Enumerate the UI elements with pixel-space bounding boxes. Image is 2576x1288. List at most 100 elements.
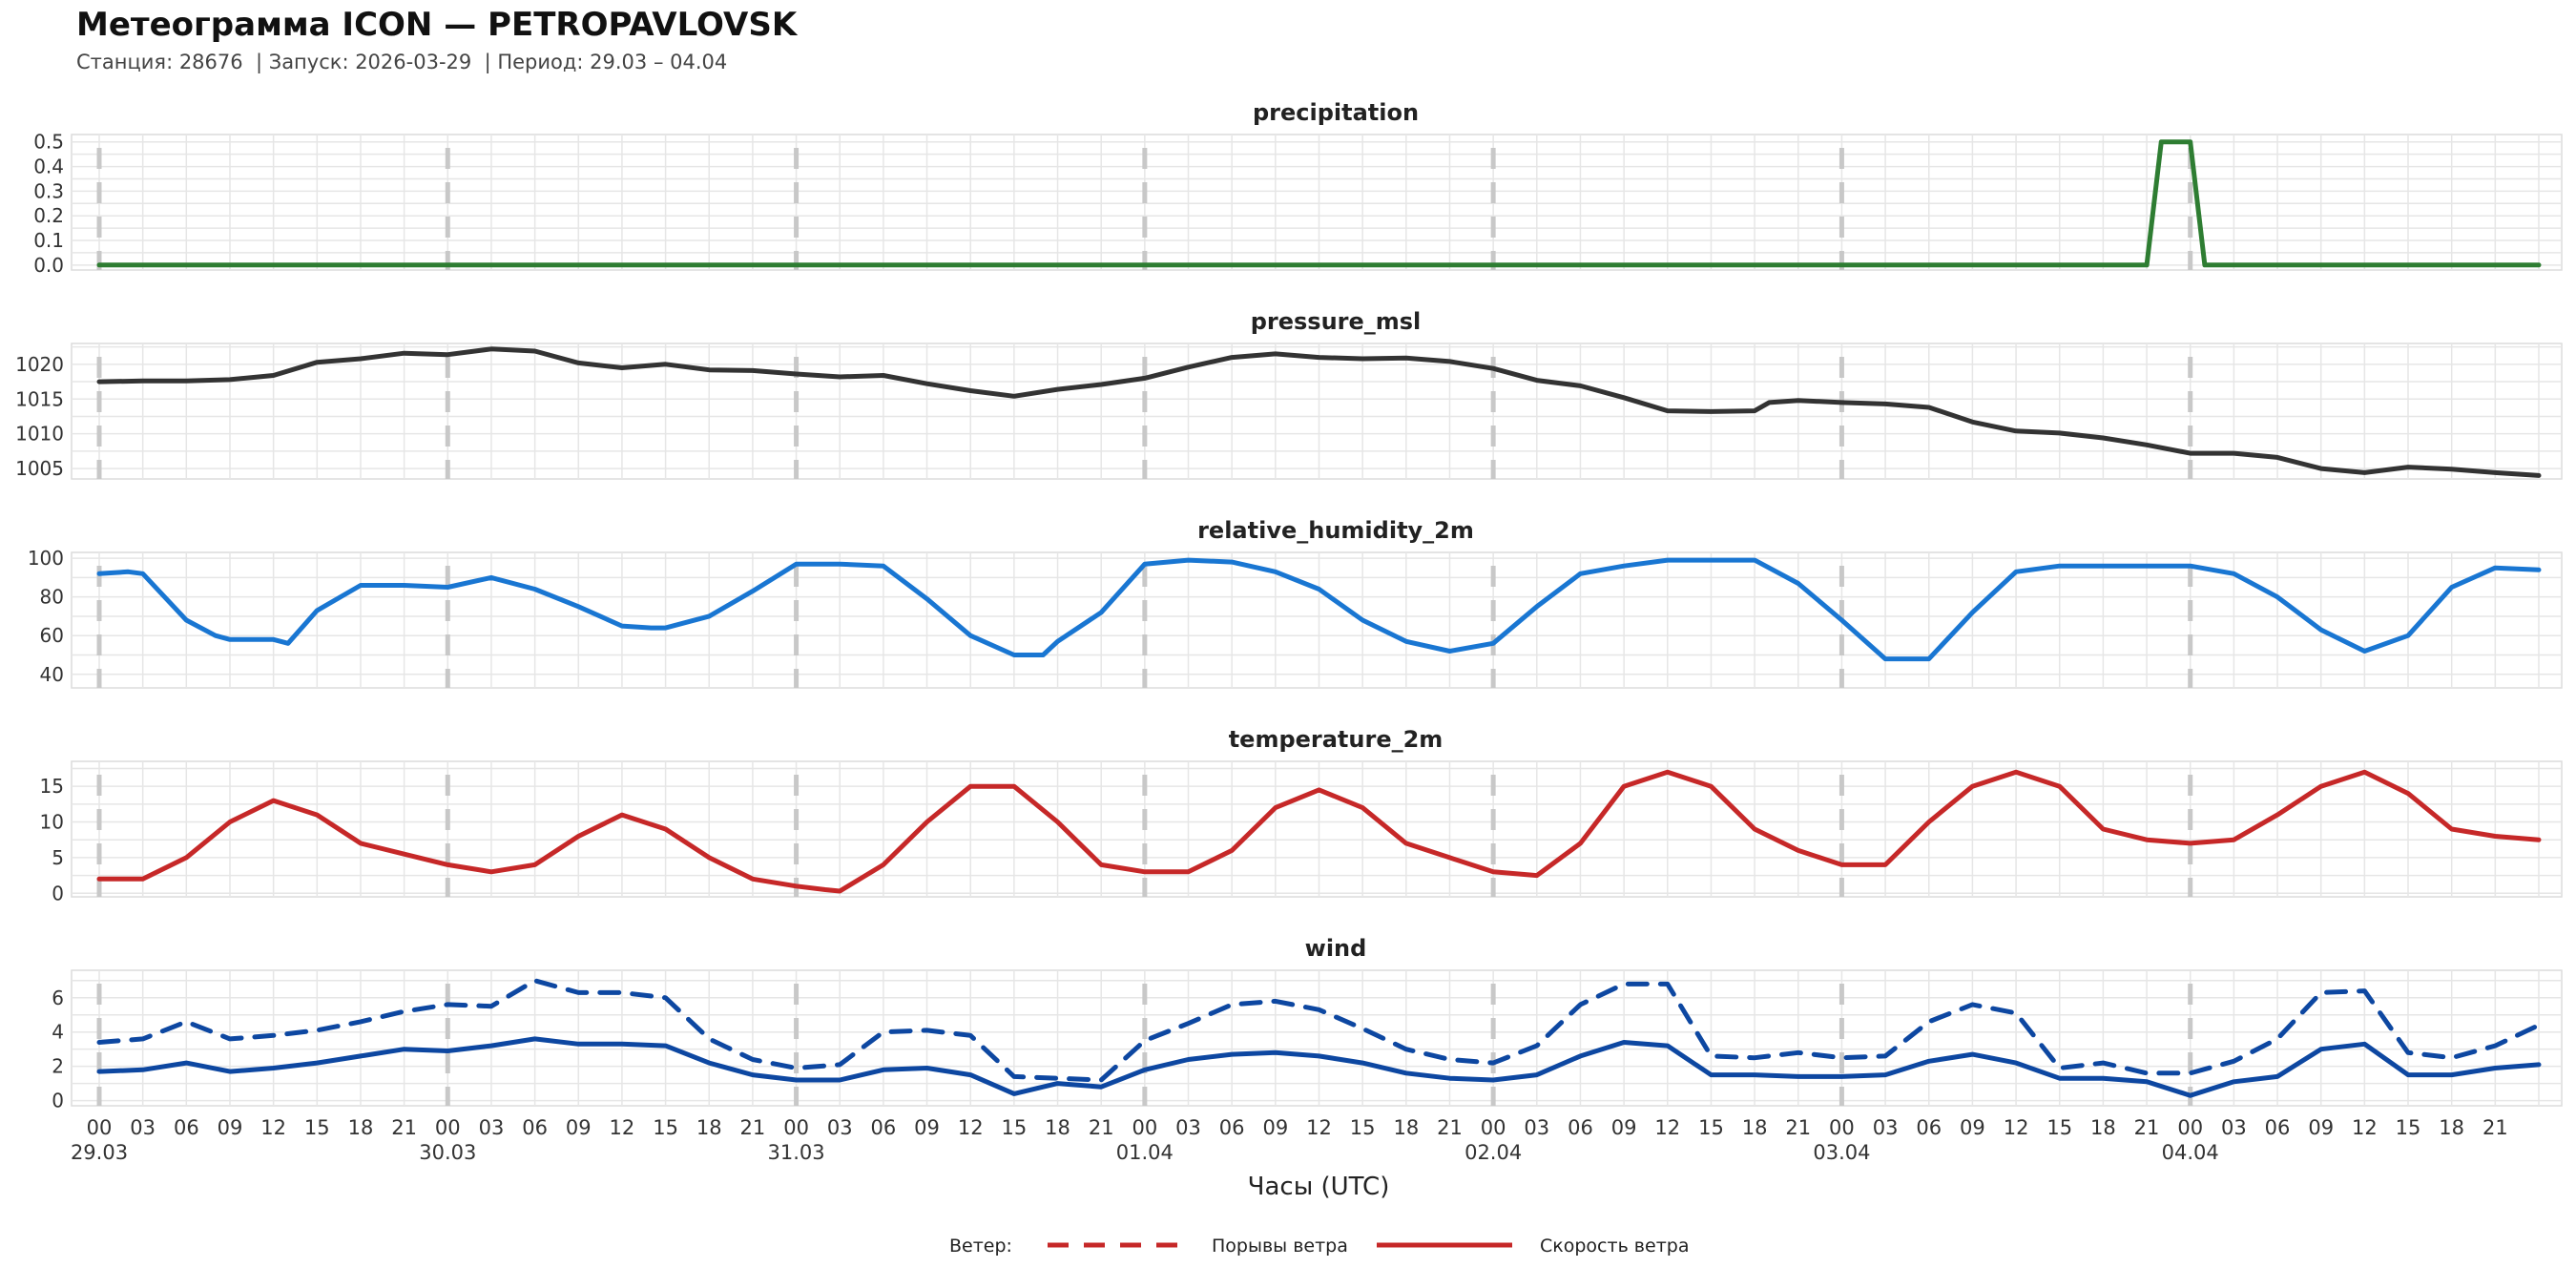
series-line-precipitation [96,139,2542,268]
legend-label-speed: Скорость ветра [1540,1236,1689,1257]
x-day-label: 29.03 [71,1141,128,1164]
panel-title: precipitation [1253,99,1419,126]
x-tick-label: 18 [1393,1116,1419,1139]
x-tick-label: 03 [479,1116,505,1139]
panel-title: relative_humidity_2m [1197,517,1474,544]
x-tick-label: 00 [783,1116,809,1139]
legend-label-gusts: Порывы ветра [1212,1236,1348,1257]
x-tick-label: 21 [1089,1116,1114,1139]
y-tick-label: 40 [40,663,64,686]
x-day-label: 04.04 [2162,1141,2219,1164]
y-tick-label: 0.5 [33,131,64,154]
x-tick-label: 18 [696,1116,722,1139]
y-tick-label: 5 [52,846,64,869]
x-tick-label: 18 [1045,1116,1070,1139]
x-axis-label: Часы (UTC) [1248,1173,1390,1201]
x-tick-label: 15 [304,1116,330,1139]
y-tick-label: 60 [40,624,64,647]
series-line-temperature-2m [96,769,2542,894]
panel-pressure-msl: pressure_msl 1005 1010 1015 1020 [15,308,2563,480]
y-tick-label: 6 [52,987,64,1009]
y-tick-label: 0 [52,1090,64,1112]
x-tick-label: 12 [2352,1116,2378,1139]
y-tick-label: 100 [28,547,64,570]
x-tick-label: 21 [391,1116,417,1139]
y-tick-label: 0 [52,882,64,904]
x-tick-label: 06 [1568,1116,1593,1139]
x-tick-label: 18 [1742,1116,1768,1139]
x-day-label: 03.04 [1813,1141,1870,1164]
x-tick-label: 09 [914,1116,940,1139]
x-axis: 00 03 06 09 12 15 18 21 00 03 06 09 12 15 18 21 00 03 06 09… [71,1116,2508,1201]
x-tick-label: 15 [1002,1116,1028,1139]
x-tick-label: 09 [2308,1116,2334,1139]
panel-wind: wind 0 2 4 6 [52,935,2563,1112]
x-tick-label: 06 [2265,1116,2291,1139]
x-tick-label: 00 [1481,1116,1506,1139]
x-day-label: 30.03 [419,1141,476,1164]
x-tick-label: 18 [2090,1116,2116,1139]
x-tick-label: 12 [1306,1116,1332,1139]
x-day-label: 31.03 [768,1141,825,1164]
x-tick-label: 00 [87,1116,113,1139]
page-title: Метеограмма ICON — PETROPAVLOVSK [76,6,798,44]
panel-title: wind [1305,935,1367,962]
x-tick-label: 00 [435,1116,461,1139]
x-tick-label: 03 [1175,1116,1201,1139]
x-tick-label: 12 [1654,1116,1680,1139]
x-tick-label: 12 [2004,1116,2029,1139]
x-tick-label: 12 [958,1116,984,1139]
x-tick-label: 06 [1219,1116,1245,1139]
x-tick-label: 03 [827,1116,853,1139]
x-day-label: 02.04 [1465,1141,1522,1164]
y-tick-label: 15 [40,775,64,798]
x-tick-label: 15 [1698,1116,1724,1139]
legend: Ветер: Порывы ветра Скорость ветра [949,1236,1689,1257]
x-tick-label: 12 [610,1116,635,1139]
x-tick-label: 21 [740,1116,766,1139]
y-tick-label: 2 [52,1055,64,1078]
y-tick-label: 80 [40,586,64,609]
x-tick-label: 21 [2134,1116,2160,1139]
x-tick-label: 00 [1829,1116,1855,1139]
x-tick-label: 09 [566,1116,592,1139]
x-tick-label: 06 [871,1116,897,1139]
legend-title: Ветер: [949,1236,1012,1257]
x-tick-label: 09 [218,1116,243,1139]
x-tick-label: 15 [2396,1116,2421,1139]
y-tick-label: 1020 [15,353,64,376]
panel-title: temperature_2m [1229,726,1444,753]
series-line-pressure-msl [96,346,2542,478]
panel-title: pressure_msl [1251,308,1422,335]
x-tick-label: 06 [1916,1116,1942,1139]
y-tick-label: 0.1 [33,229,64,252]
x-tick-label: 09 [1262,1116,1288,1139]
panel-relative-humidity-2m: relative_humidity_2m 40 60 80 100 [28,517,2563,689]
x-tick-label: 03 [1524,1116,1549,1139]
x-tick-label: 18 [348,1116,374,1139]
x-tick-label: 03 [130,1116,156,1139]
y-tick-label: 1005 [15,457,64,480]
y-tick-label: 4 [52,1021,64,1044]
x-tick-label: 21 [2483,1116,2508,1139]
x-tick-label: 09 [1611,1116,1637,1139]
panel-temperature-2m: temperature_2m 0 5 10 15 [40,726,2563,904]
y-tick-label: 10 [40,811,64,834]
y-tick-label: 0.0 [33,254,64,277]
x-tick-label: 18 [2439,1116,2464,1139]
y-tick-label: 0.3 [33,179,64,202]
x-tick-label: 00 [2177,1116,2203,1139]
x-tick-label: 06 [174,1116,199,1139]
x-tick-label: 00 [1132,1116,1157,1139]
series-line-порывы-ветра [96,978,2542,1083]
x-tick-label: 15 [2046,1116,2072,1139]
y-tick-label: 0.2 [33,204,64,227]
x-day-label: 01.04 [1116,1141,1174,1164]
x-tick-label: 21 [1437,1116,1463,1139]
x-tick-label: 15 [1350,1116,1376,1139]
x-tick-label: 15 [653,1116,678,1139]
x-tick-label: 09 [1960,1116,1985,1139]
page-subtitle: Станция: 28676 | Запуск: 2026-03-29 | Пе… [76,51,728,73]
